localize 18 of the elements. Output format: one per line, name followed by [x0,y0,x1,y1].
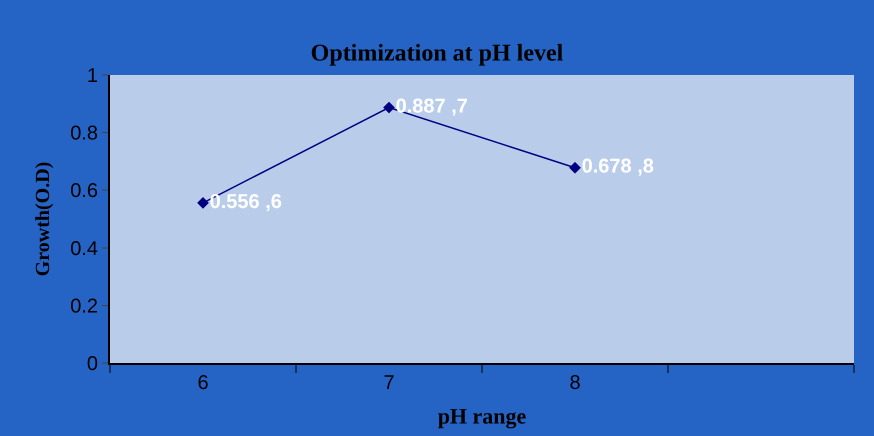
point [569,162,581,174]
y-tick-label: 1 [86,65,98,87]
y-tick-label: 0.8 [70,122,98,145]
y-tick-label: 0.4 [70,238,98,260]
data-label: 0.887 ,7 [396,96,468,118]
y-axis-title: Growth(O.D) [32,162,54,276]
x-tick-label: 8 [569,372,581,394]
data-label: 0.678 ,8 [582,156,654,178]
point [383,102,395,114]
point [197,197,209,209]
y-tick-label: 0.6 [70,180,98,202]
y-tick-label: 0 [86,353,98,375]
x-tick-label: 6 [197,372,209,394]
x-axis-title: pH range [438,403,527,428]
y-tick-label: 0.2 [70,295,98,318]
chart-title: Optimization at pH level [310,40,564,66]
x-tick-label: 7 [383,372,395,394]
data-label: 0.556 ,6 [210,190,282,213]
